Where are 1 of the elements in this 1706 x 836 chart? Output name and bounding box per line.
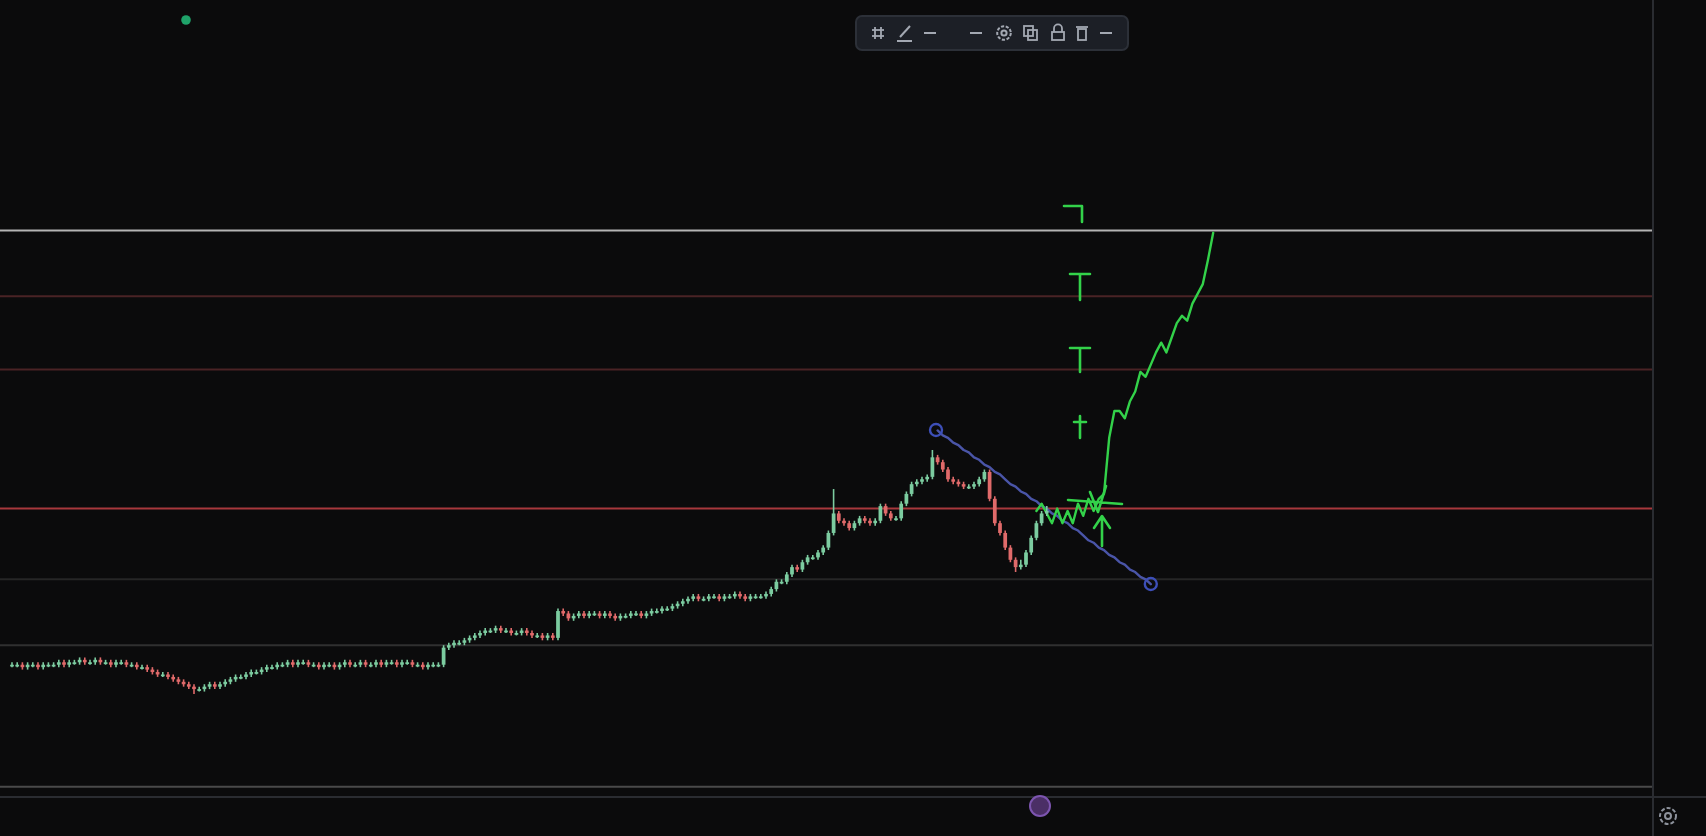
candlestick xyxy=(556,607,560,642)
